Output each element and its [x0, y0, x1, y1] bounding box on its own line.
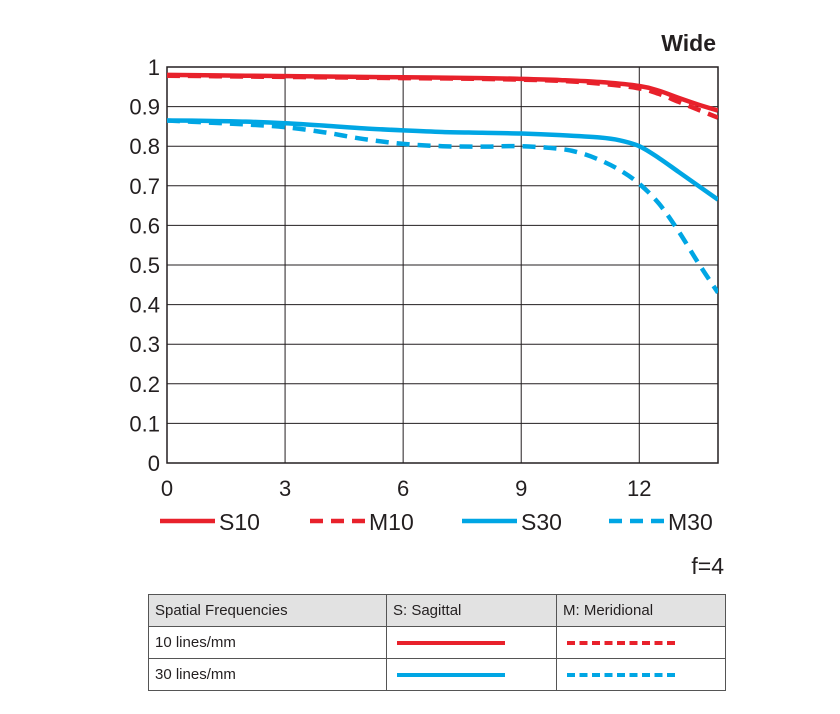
frequency-table: Spatial Frequencies S: Sagittal M: Merid… [148, 594, 726, 691]
y-tick-label: 0.9 [129, 95, 160, 120]
y-tick-label: 0.4 [129, 293, 160, 318]
legend-label-s10: S10 [219, 509, 260, 535]
legend-label-s30: S30 [521, 509, 562, 535]
legend: S10 M10 S30 M30 [160, 509, 713, 535]
y-axis-ticks: 0 0.1 0.2 0.3 0.4 0.5 0.6 0.7 0.8 0.9 1 [129, 55, 160, 476]
y-tick-label: 0.3 [129, 332, 160, 357]
swatch-30-meridional [567, 672, 675, 677]
y-tick-label: 0.1 [129, 411, 160, 436]
y-tick-label: 1 [148, 55, 160, 80]
x-axis-ticks: 0 3 6 9 12 [161, 476, 652, 501]
y-tick-label: 0.6 [129, 213, 160, 238]
table-row: 30 lines/mm [148, 658, 726, 691]
row-label-10: 10 lines/mm [148, 626, 387, 659]
y-tick-label: 0.2 [129, 372, 160, 397]
row-label-30: 30 lines/mm [148, 658, 387, 691]
aperture-label: f=4 [691, 553, 724, 579]
legend-label-m10: M10 [369, 509, 414, 535]
x-tick-label: 12 [627, 476, 651, 501]
y-tick-label: 0 [148, 451, 160, 476]
y-tick-label: 0.5 [129, 253, 160, 278]
header-sagittal: S: Sagittal [386, 594, 557, 627]
series-s30-line [167, 118, 718, 202]
table-header-row: Spatial Frequencies S: Sagittal M: Merid… [148, 594, 726, 627]
x-tick-label: 6 [397, 476, 409, 501]
y-tick-label: 0.8 [129, 134, 160, 159]
chart-title: Wide [661, 30, 716, 56]
table-row: 10 lines/mm [148, 626, 726, 659]
series-lines [167, 72, 718, 294]
header-meridional: M: Meridional [556, 594, 726, 627]
swatch-10-meridional [567, 640, 675, 645]
legend-label-m30: M30 [668, 509, 713, 535]
swatch-30-sagittal [397, 672, 505, 677]
grid [166, 66, 719, 464]
series-m30-line [167, 118, 718, 294]
x-tick-label: 9 [515, 476, 527, 501]
x-tick-label: 3 [279, 476, 291, 501]
header-spatial-frequencies: Spatial Frequencies [148, 594, 387, 627]
series-m10-line [167, 73, 718, 120]
y-tick-label: 0.7 [129, 174, 160, 199]
plot-frame [166, 66, 719, 464]
x-tick-label: 0 [161, 476, 173, 501]
swatch-10-sagittal [397, 640, 505, 645]
